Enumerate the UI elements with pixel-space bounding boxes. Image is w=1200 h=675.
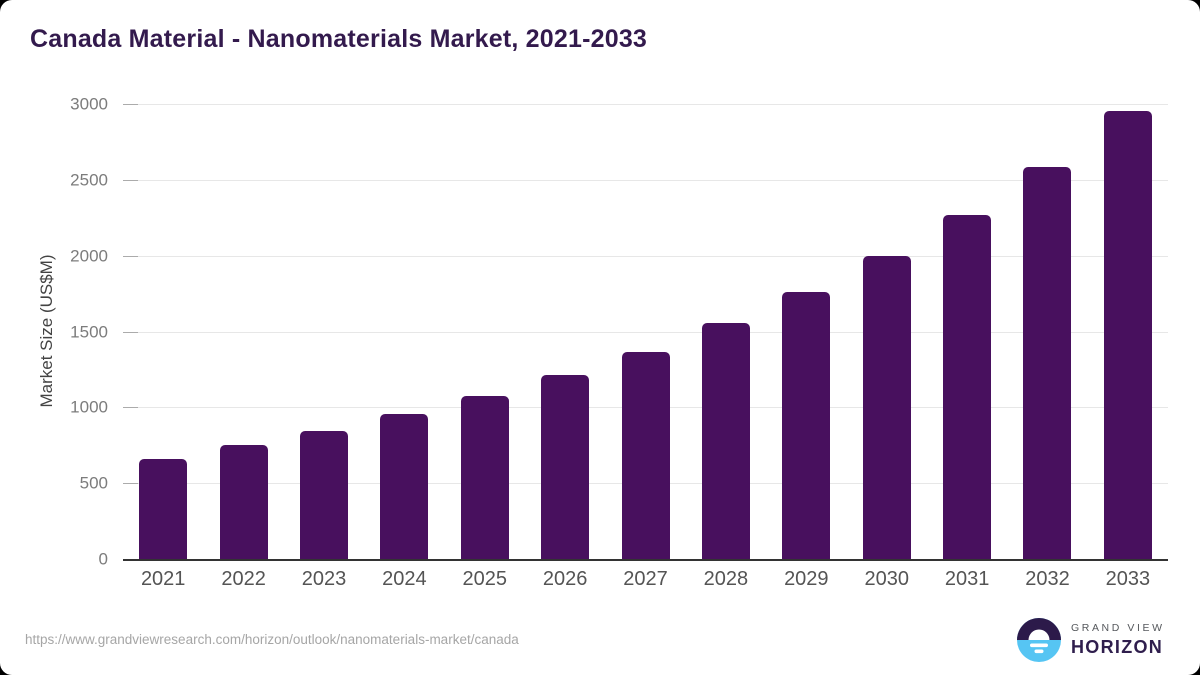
x-tick-label: 2029 bbox=[784, 568, 829, 590]
gridline-2500 bbox=[123, 179, 1168, 181]
source-url: https://www.grandviewresearch.com/horizo… bbox=[25, 632, 519, 647]
y-tick-label: 3000 bbox=[70, 94, 108, 114]
bar-column bbox=[284, 104, 364, 559]
bar-series bbox=[123, 104, 1168, 559]
y-axis-tick-labels: 0 500 1000 1500 2000 2500 3000 bbox=[20, 96, 108, 568]
y-tick-label: 2500 bbox=[70, 170, 108, 190]
bar-2029 bbox=[782, 292, 831, 559]
bar-2033 bbox=[1103, 110, 1152, 559]
x-tick-label: 2023 bbox=[301, 568, 347, 590]
x-tick-label: 2028 bbox=[703, 568, 749, 590]
gridline-2000 bbox=[123, 255, 1168, 257]
bar-2026 bbox=[541, 375, 590, 559]
grandview-horizon-logo: GRAND VIEW HORIZON bbox=[1016, 617, 1165, 663]
x-tick-label: 2025 bbox=[462, 568, 508, 590]
bar-column bbox=[686, 104, 766, 559]
logo-text: GRAND VIEW HORIZON bbox=[1071, 622, 1165, 658]
logo-product-text: HORIZON bbox=[1071, 637, 1164, 657]
x-tick-label: 2026 bbox=[542, 568, 588, 590]
bar-column bbox=[1088, 104, 1168, 559]
bar-column bbox=[605, 104, 685, 559]
x-tick-label: 2033 bbox=[1105, 568, 1151, 590]
y-tick-label: 1500 bbox=[70, 322, 108, 341]
x-tick-label: 2031 bbox=[944, 568, 990, 590]
y-tick-label: 2000 bbox=[70, 246, 108, 266]
bar-2028 bbox=[701, 323, 750, 559]
plot-area bbox=[123, 104, 1168, 561]
bar-column bbox=[525, 104, 605, 559]
bar-column bbox=[1007, 104, 1087, 559]
y-tick-label: 0 bbox=[98, 549, 108, 569]
x-axis-tick-labels: 2021 2022 2023 2024 2025 2026 2027 2028 2029 2030… bbox=[123, 568, 1168, 591]
bar-2022 bbox=[219, 445, 268, 559]
x-tick-label: 2027 bbox=[623, 568, 668, 590]
x-tick-label: 2024 bbox=[382, 568, 427, 590]
x-tick-label: 2030 bbox=[864, 568, 909, 590]
y-tick-mark bbox=[123, 255, 138, 257]
y-tick-mark bbox=[123, 331, 138, 333]
bar-2024 bbox=[380, 414, 429, 559]
bar-2027 bbox=[621, 351, 670, 559]
bar-column bbox=[364, 104, 444, 559]
bar-2030 bbox=[862, 255, 911, 559]
bar-column bbox=[847, 104, 927, 559]
logo-brand-text: GRAND VIEW bbox=[1071, 622, 1165, 634]
grandview-horizon-logo-icon bbox=[1017, 618, 1061, 662]
bar-2025 bbox=[460, 395, 509, 559]
bar-2031 bbox=[943, 214, 992, 559]
bar-2021 bbox=[139, 458, 188, 559]
x-tick-label: 2021 bbox=[140, 568, 186, 590]
gridline-1500 bbox=[123, 331, 1168, 333]
y-tick-mark bbox=[123, 104, 138, 105]
bar-column bbox=[445, 104, 525, 559]
bar-column bbox=[123, 104, 203, 559]
y-tick-mark bbox=[123, 179, 138, 181]
bar-2023 bbox=[299, 430, 348, 559]
bar-column bbox=[927, 104, 1007, 559]
chart-title: Canada Material - Nanomaterials Market, … bbox=[30, 25, 648, 53]
y-tick-mark bbox=[123, 407, 138, 409]
y-tick-label: 500 bbox=[79, 473, 108, 493]
bar-2032 bbox=[1023, 166, 1072, 559]
y-tick-mark bbox=[123, 483, 138, 485]
x-tick-label: 2022 bbox=[221, 568, 266, 590]
x-tick-label: 2032 bbox=[1025, 568, 1070, 590]
y-tick-label: 1000 bbox=[70, 397, 108, 417]
bar-column bbox=[203, 104, 283, 559]
gridline-3000 bbox=[123, 104, 1168, 105]
bar-column bbox=[766, 104, 846, 559]
